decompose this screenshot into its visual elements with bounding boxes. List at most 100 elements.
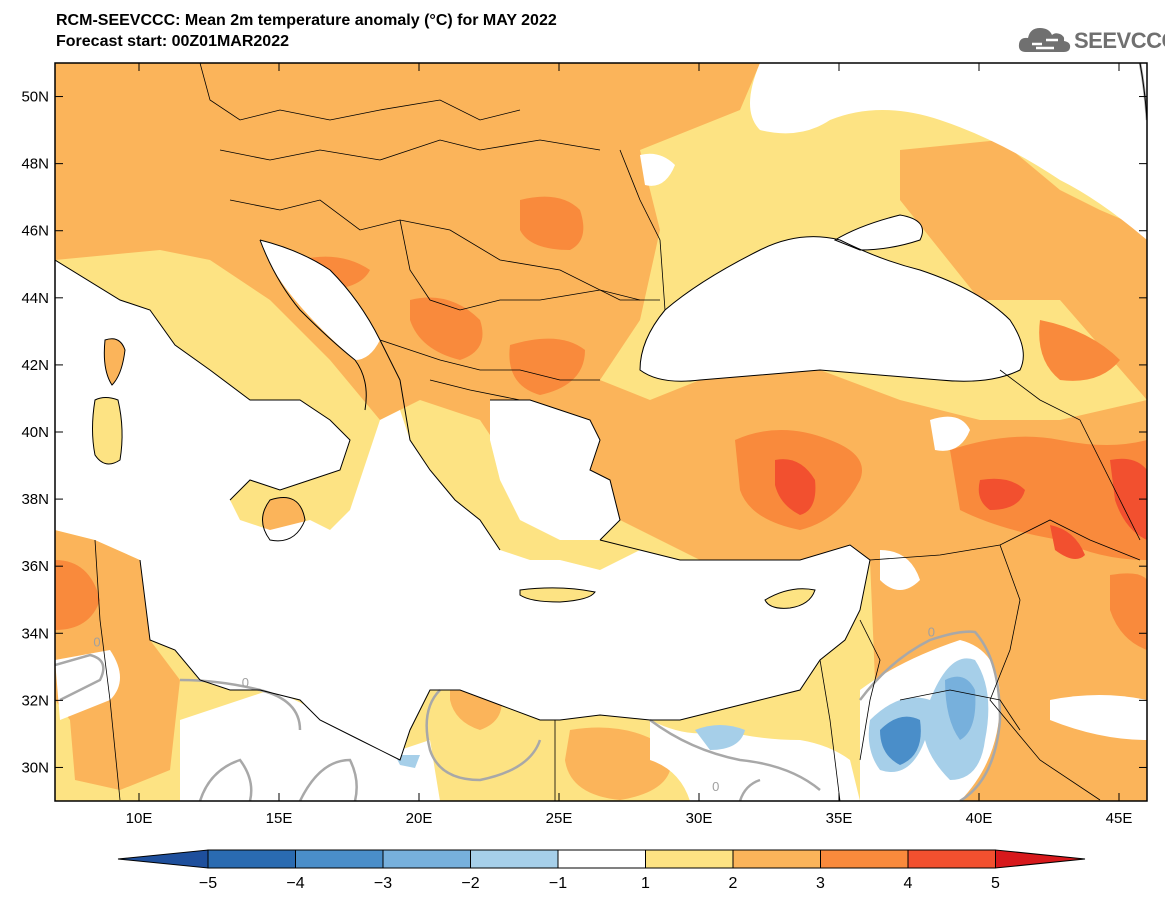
border-tunisia-algeria: [94, 539, 121, 801]
colorbar-label: 2: [729, 875, 738, 892]
coastline-sicily: [262, 497, 306, 542]
colorbar-box: [207, 849, 296, 869]
y-tick-label: 36N: [21, 558, 49, 575]
colorbar-label: 4: [904, 875, 913, 892]
anomaly-near-zero-pontus: [930, 416, 970, 451]
anomaly-4-5-syria-border: [1050, 525, 1085, 559]
y-tick-label: 34N: [21, 625, 49, 642]
cloud-icon: [1018, 28, 1071, 52]
x-tick-label: 35E: [826, 810, 853, 827]
caspian-edge: [1140, 63, 1147, 140]
anomaly-neg-2-arabia-east: [945, 676, 976, 740]
anomaly-near-zero-iraq-south: [1050, 695, 1147, 740]
border-turkey-east: [999, 369, 1141, 541]
border-jordan: [899, 689, 1021, 731]
coastline-sardinia: [92, 397, 123, 465]
border-balkans-a: [399, 219, 641, 311]
anomaly-near-zero-ukraine: [750, 63, 1147, 240]
border-sinai: [819, 659, 841, 801]
coastlines: [55, 63, 1147, 761]
colorbar-label: −1: [549, 875, 567, 892]
zero-contours: [55, 63, 1147, 801]
x-tick-label: 40E: [966, 810, 993, 827]
colorbar-label: 5: [991, 875, 1000, 892]
x-tick-label: 30E: [686, 810, 713, 827]
seevccc-logo: SEEVCCC: [1018, 22, 1165, 56]
anomaly-3-4-romania: [520, 196, 584, 250]
colorbar-label: −5: [199, 875, 217, 892]
border-central-europe-a: [199, 63, 521, 121]
anomaly-2-3-egypt: [565, 727, 672, 800]
coastline-adriatic-west: [259, 239, 367, 411]
colorbar-extend-high: [995, 849, 1086, 869]
x-tick-label: 15E: [266, 810, 293, 827]
coastline-aegean: [490, 399, 621, 541]
border-levant: [859, 619, 881, 761]
logo-text: SEEVCCC: [1074, 28, 1165, 53]
coastline-black-sea: [639, 236, 1024, 382]
colorbar-box: [907, 849, 996, 869]
anomaly-3-4-algeria: [55, 560, 100, 630]
colorbar-label: 1: [641, 875, 650, 892]
coastline-greece-west: [379, 339, 501, 551]
adriatic-sea: [260, 240, 380, 360]
anomaly-neg-1-egypt: [695, 725, 745, 750]
anomaly-2-3-europe-turkey: [55, 63, 1147, 801]
contour-0-tunisia: [55, 653, 105, 702]
colorbar-label: −3: [374, 875, 392, 892]
y-tick-label: 46N: [21, 223, 49, 240]
coastline-italy-west: [55, 259, 351, 501]
border-central-europe-b: [219, 139, 601, 161]
cyprus: [765, 588, 815, 609]
colorbar-box: [732, 849, 821, 869]
x-tick-label: 10E: [126, 810, 153, 827]
anomaly-near-zero-moldova: [640, 153, 675, 186]
anomaly-2-3-caucasus: [900, 140, 1147, 400]
border-moldova: [619, 149, 666, 311]
y-tick-label: 42N: [21, 357, 49, 374]
anomaly-3-4-iraq: [1110, 573, 1147, 650]
contour-0-egypt: [649, 718, 821, 791]
coastline-azov: [833, 214, 923, 251]
y-axis: 30N 32N 34N 36N 38N 40N 42N 44N 46N 48N 50N: [21, 89, 1147, 776]
anomaly-3-4-bulgaria: [509, 338, 585, 395]
anomaly-4-5-iran-border: [1110, 458, 1147, 540]
country-borders: [94, 63, 1141, 801]
colorbar-label: 3: [816, 875, 825, 892]
coastline-cyprus: [764, 588, 816, 609]
contour-label: 0: [93, 635, 100, 650]
coastline-corsica: [103, 338, 126, 386]
y-tick-label: 48N: [21, 156, 49, 173]
aegean-sea: [490, 400, 620, 540]
anomaly-4-5-central-anatolia: [775, 459, 816, 515]
anomaly-field: [55, 63, 1147, 801]
anomaly-near-zero-lebanon: [880, 550, 920, 590]
mediterranean-sea: [55, 260, 870, 760]
anomaly-3-4-serbia: [410, 297, 483, 360]
x-tick-label: 45E: [1106, 810, 1133, 827]
anomaly-neg-1-libya: [395, 755, 420, 768]
x-tick-label: 20E: [406, 810, 433, 827]
coastline-crete: [519, 587, 596, 603]
colorbar-box: [470, 849, 559, 869]
coastline-levant-africa: [139, 539, 871, 761]
border-iraq: [989, 544, 1101, 801]
colorbar: −5 −4 −3 −2 −1 1 2 3 4 5: [117, 849, 1086, 892]
border-danube: [229, 199, 660, 301]
coastline-caspian: [1139, 63, 1147, 121]
y-tick-label: 38N: [21, 491, 49, 508]
sea-of-azov: [835, 215, 923, 250]
y-tick-label: 40N: [21, 424, 49, 441]
anomaly-neg-3-arabia-west: [880, 716, 921, 765]
crete: [520, 587, 595, 602]
border-balkans-b: [379, 339, 600, 381]
contour-label: 0: [928, 625, 935, 640]
x-tick-label: 25E: [546, 810, 573, 827]
y-tick-label: 30N: [21, 759, 49, 776]
y-tick-label: 50N: [21, 89, 49, 106]
anomaly-4-5-east-anatolia: [978, 478, 1025, 510]
contour-0-cyrenaica: [425, 689, 542, 782]
border-turkey-syria: [869, 519, 1141, 561]
contour-label: 0: [242, 675, 249, 690]
